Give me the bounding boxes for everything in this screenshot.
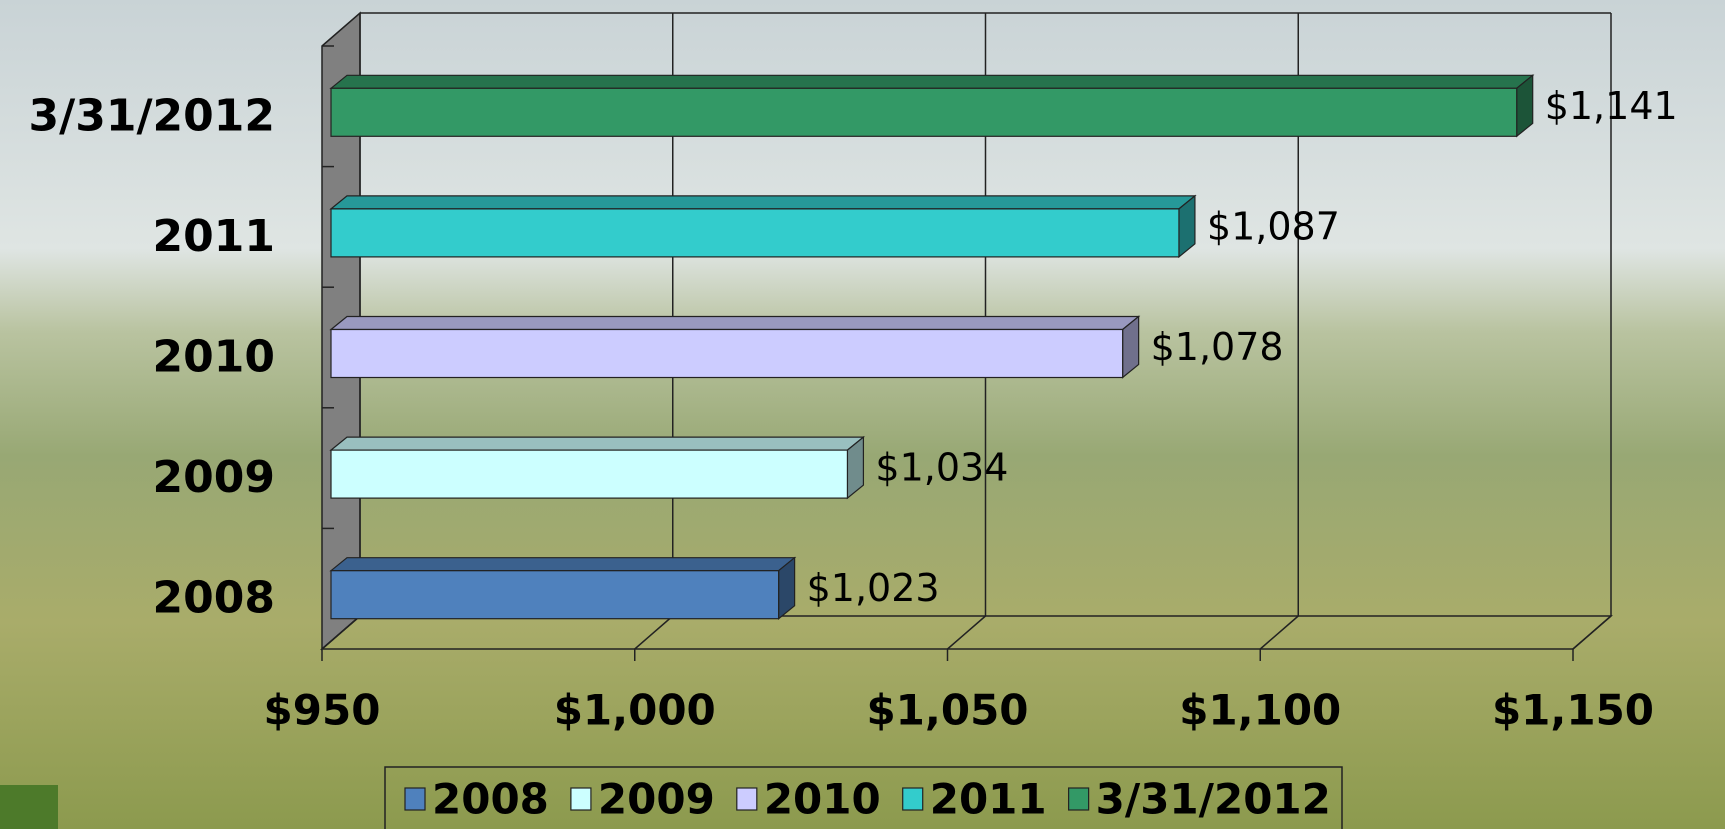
y-tick-label: 2009 bbox=[153, 452, 275, 503]
legend-swatch bbox=[736, 787, 758, 811]
x-tick-label: $1,100 bbox=[1179, 686, 1341, 735]
y-tick-label: 3/31/2012 bbox=[29, 90, 275, 141]
bar-top bbox=[329, 557, 797, 572]
value-label: $1,078 bbox=[1151, 325, 1284, 369]
grid-line bbox=[321, 615, 361, 650]
grid-line bbox=[947, 615, 986, 650]
bar bbox=[330, 449, 849, 499]
x-tick-label: $1,000 bbox=[554, 686, 716, 735]
y-tick-label: 2010 bbox=[153, 332, 275, 383]
x-tick-label: $950 bbox=[264, 686, 381, 735]
bar bbox=[330, 87, 1518, 137]
bar bbox=[330, 328, 1124, 379]
legend-label: 2009 bbox=[598, 775, 715, 824]
bar bbox=[330, 208, 1180, 258]
legend-swatch bbox=[902, 787, 924, 811]
grid-line bbox=[1572, 615, 1612, 650]
legend-swatch bbox=[1068, 787, 1090, 811]
legend-label: 2010 bbox=[764, 775, 881, 824]
bar-top bbox=[329, 315, 1141, 331]
bar bbox=[330, 570, 780, 620]
value-label: $1,141 bbox=[1545, 84, 1678, 128]
value-label: $1,087 bbox=[1207, 204, 1340, 248]
legend-box bbox=[384, 766, 1343, 829]
legend-swatch bbox=[570, 787, 592, 811]
y-tick-label: 2011 bbox=[153, 211, 275, 262]
x-tick-label: $1,050 bbox=[866, 686, 1028, 735]
logo bbox=[0, 785, 58, 829]
legend-label: 2008 bbox=[432, 775, 549, 824]
bar-top bbox=[329, 436, 866, 451]
value-label: $1,023 bbox=[807, 566, 940, 610]
y-tick-label: 2008 bbox=[153, 573, 275, 624]
bar-top bbox=[329, 195, 1197, 210]
bar-top bbox=[329, 74, 1535, 89]
legend-swatch bbox=[404, 787, 426, 811]
legend-label: 2011 bbox=[930, 775, 1047, 824]
value-label: $1,034 bbox=[875, 446, 1008, 490]
grid-line bbox=[634, 615, 674, 650]
x-tick-label: $1,150 bbox=[1492, 686, 1654, 735]
legend-label: 3/31/2012 bbox=[1096, 775, 1331, 824]
grid-line bbox=[1259, 615, 1299, 650]
